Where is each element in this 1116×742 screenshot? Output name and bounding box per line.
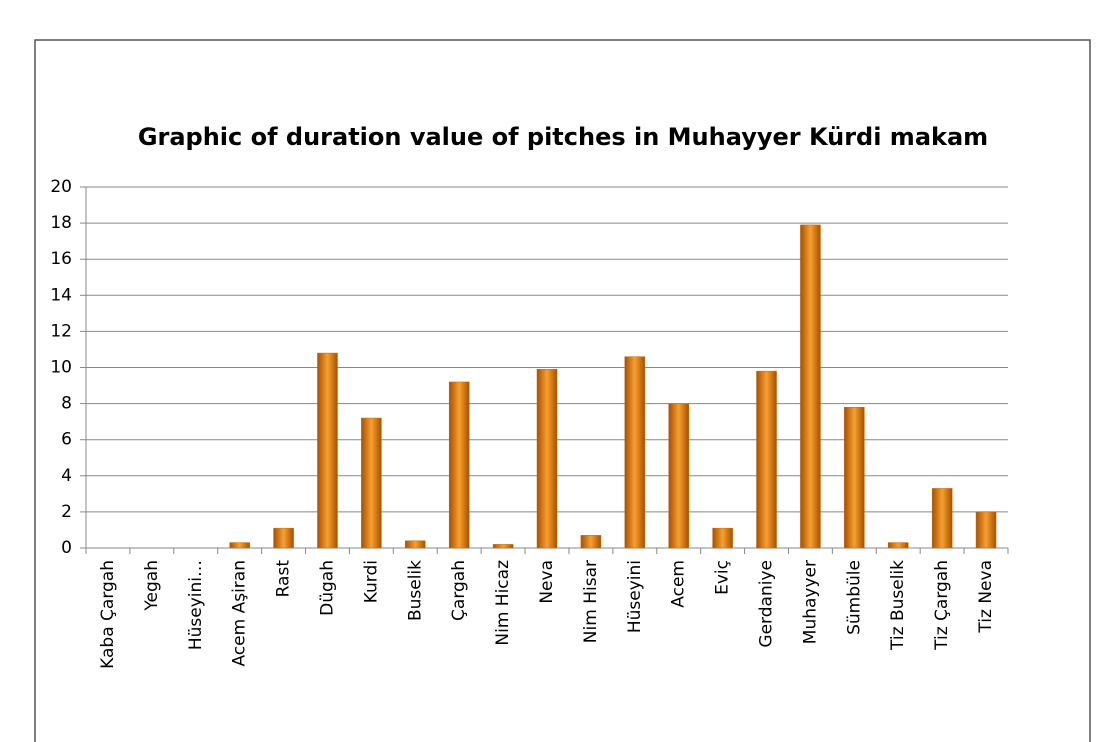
bar bbox=[975, 511, 997, 549]
bar bbox=[887, 542, 909, 549]
x-tick-label: Çargah bbox=[449, 560, 469, 621]
chart-frame bbox=[34, 39, 1091, 742]
bar bbox=[844, 406, 865, 549]
bar bbox=[800, 224, 821, 549]
bar bbox=[448, 381, 470, 549]
y-tick-label: 12 bbox=[50, 321, 72, 341]
y-tick-label: 8 bbox=[61, 394, 72, 414]
bar bbox=[536, 369, 558, 549]
x-tick-label: Kaba Çargah bbox=[98, 560, 118, 669]
x-tick-label: Muhayyer bbox=[800, 560, 820, 644]
chart-title: Graphic of duration value of pitches in … bbox=[138, 123, 988, 151]
x-tick-label: Sümbüle bbox=[844, 560, 864, 635]
x-tick-label: Rast bbox=[274, 560, 294, 598]
x-tick-label: Acem bbox=[669, 560, 689, 608]
bar bbox=[492, 544, 514, 549]
bar bbox=[229, 542, 250, 549]
x-tick-label: Yegah bbox=[142, 560, 162, 612]
x-tick-label: Tiz Çargah bbox=[932, 560, 952, 651]
x-tick-label: Tiz Buselik bbox=[888, 560, 908, 651]
x-tick-label: Gerdaniye bbox=[757, 560, 777, 648]
y-tick-label: 6 bbox=[61, 430, 72, 450]
bar bbox=[756, 370, 777, 549]
y-tick-label: 16 bbox=[50, 249, 72, 269]
bar bbox=[624, 356, 646, 549]
bar bbox=[931, 488, 953, 549]
bar bbox=[361, 417, 382, 549]
y-tick-label: 20 bbox=[50, 177, 72, 197]
x-tick-label: Neva bbox=[537, 560, 557, 604]
bar bbox=[317, 352, 338, 549]
x-tick-label: Acem Aşiran bbox=[230, 560, 250, 667]
x-tick-label: Nim Hicaz bbox=[493, 560, 513, 646]
x-tick-label: Hüseyini… bbox=[186, 560, 206, 650]
x-tick-label: Kurdi bbox=[361, 560, 381, 603]
bar bbox=[405, 540, 426, 549]
x-tick-label: Buselik bbox=[405, 560, 425, 621]
y-tick-label: 4 bbox=[61, 466, 72, 486]
bar bbox=[273, 527, 294, 549]
x-tick-label: Eviç bbox=[713, 560, 733, 595]
bar bbox=[580, 535, 602, 549]
y-tick-label: 2 bbox=[61, 502, 72, 522]
x-tick-label: Nim Hisar bbox=[581, 560, 601, 643]
x-tick-label: Hüseyini bbox=[625, 560, 645, 633]
bar bbox=[712, 527, 733, 549]
x-tick-label: Dügah bbox=[317, 560, 337, 616]
x-tick-label: Tiz Neva bbox=[976, 560, 996, 634]
y-tick-label: 18 bbox=[50, 213, 72, 233]
y-tick-label: 10 bbox=[50, 358, 72, 378]
y-tick-label: 14 bbox=[50, 285, 72, 305]
y-tick-label: 0 bbox=[61, 538, 72, 558]
bar bbox=[668, 403, 689, 549]
